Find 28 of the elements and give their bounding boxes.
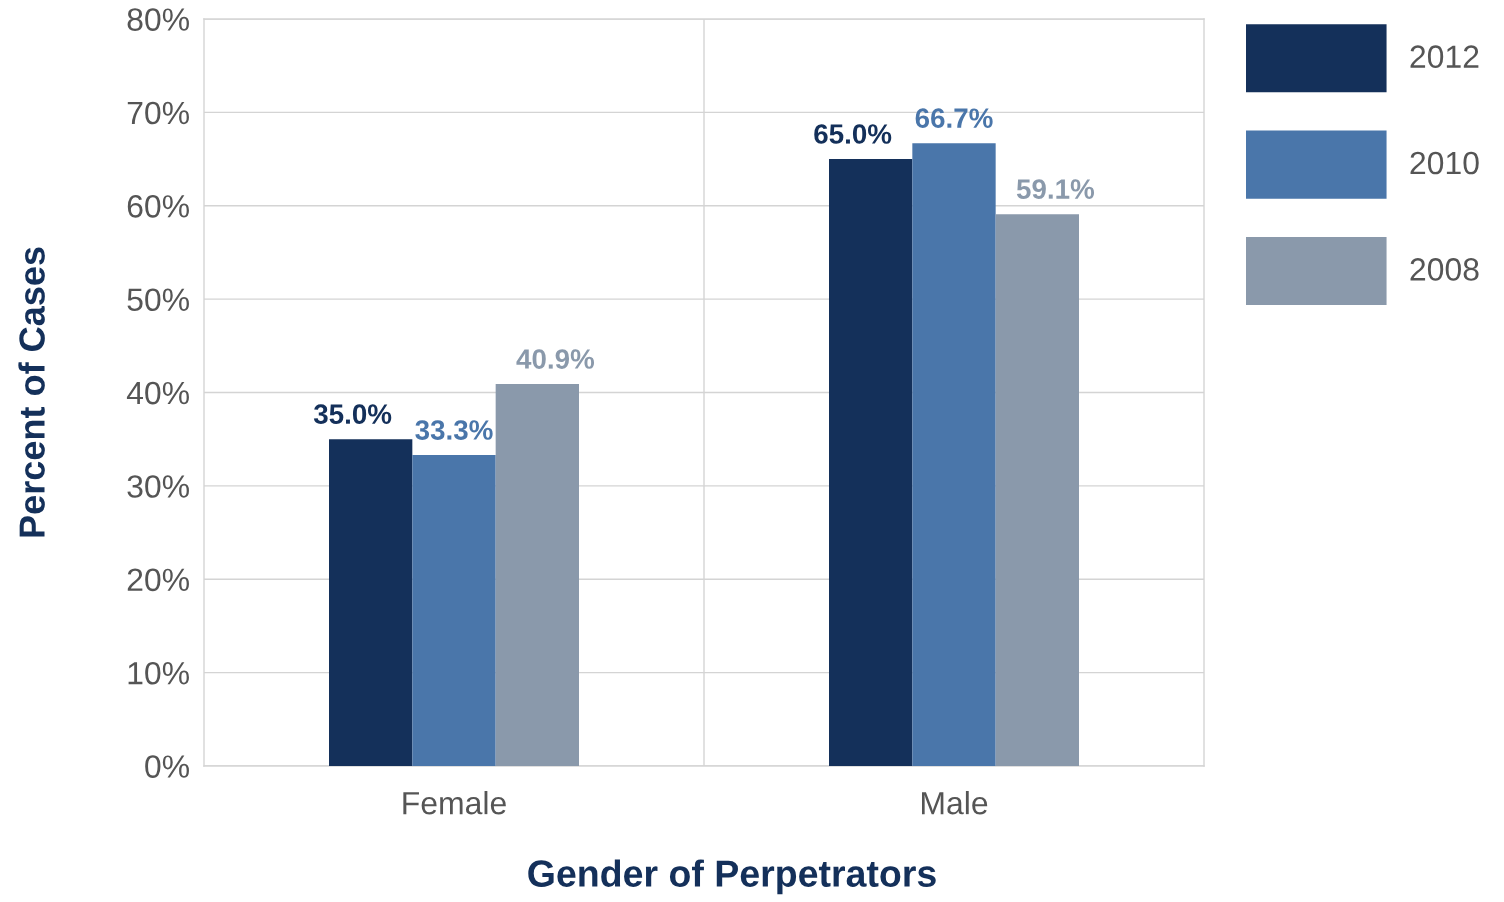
data-label: 59.1% <box>1016 179 1095 199</box>
bar <box>829 159 913 766</box>
bar <box>912 143 996 766</box>
legend-label: 2008 <box>1410 258 1479 281</box>
y-tick-label: 70% <box>127 101 189 125</box>
y-tick-label: 20% <box>127 568 189 592</box>
x-tick-label: Male <box>922 791 988 815</box>
data-label: 40.9% <box>516 349 595 369</box>
x-axis-title: Gender of Perpetrators <box>528 859 936 895</box>
bar <box>495 384 579 766</box>
y-tick-label: 10% <box>128 661 189 685</box>
data-label: 35.0% <box>313 404 392 425</box>
y-tick-label: 80% <box>127 8 189 31</box>
y-tick-label: 30% <box>127 475 189 498</box>
data-label: 66.7% <box>915 108 993 128</box>
legend-label: 2010 <box>1410 151 1479 175</box>
bar <box>329 439 413 766</box>
legend-label: 2012 <box>1410 45 1479 68</box>
y-tick-label: 50% <box>127 288 189 312</box>
bar <box>412 455 496 766</box>
y-axis-title: Percent of Cases <box>18 247 45 537</box>
y-tick-label: 40% <box>126 381 189 405</box>
data-label: 33.3% <box>415 420 493 440</box>
y-tick-label: 60% <box>127 195 189 218</box>
y-tick-label: 0% <box>145 755 189 778</box>
x-tick-label: Female <box>403 791 506 815</box>
data-label: 65.0% <box>814 124 892 144</box>
bar <box>995 214 1079 766</box>
